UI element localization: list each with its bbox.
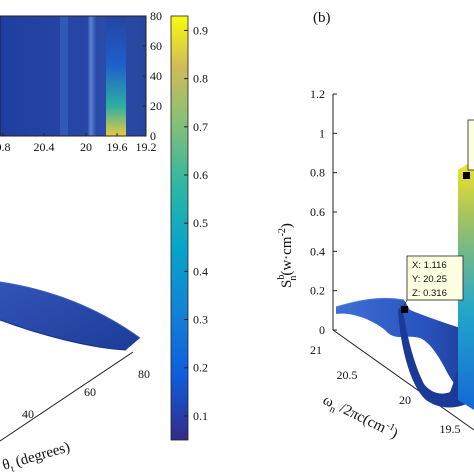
panel-b-y-tick-label: 20.5 bbox=[337, 368, 358, 382]
panel-b-z-tick-label: 1.2 bbox=[310, 87, 325, 101]
panel-a-xlabel-unit: (degrees) bbox=[10, 439, 72, 471]
datatip-1: X: 1.116 Y: 20.25 Z: 0.316 bbox=[401, 255, 464, 313]
heatmap-ridge bbox=[106, 16, 126, 136]
colorbar-tick-label: 0.9 bbox=[193, 23, 208, 37]
heatmap-x-tick-label: 20 bbox=[80, 140, 92, 154]
panel-b-z-tick-label: 0.6 bbox=[310, 205, 325, 219]
colorbar-gradient bbox=[170, 15, 189, 441]
panel-b-surface-ridge bbox=[335, 297, 405, 308]
panel-b-z-tick-label: 0.4 bbox=[310, 244, 325, 258]
heatmap-x-tick-label: 19.6 bbox=[107, 140, 128, 154]
panel-b-surface bbox=[335, 160, 474, 410]
panel-b-surface-dip bbox=[398, 305, 474, 408]
panel-b-zlabel-close: ) bbox=[279, 223, 295, 228]
panel-b-label: (b) bbox=[313, 10, 331, 26]
datatip-1-y: Y: 20.25 bbox=[412, 274, 447, 285]
panel-b-zlabel-unit: (w·cm bbox=[279, 236, 295, 275]
heatmap-x-tick-label: 20.4 bbox=[34, 140, 55, 154]
panel-a-xlabel: θt (degrees) bbox=[1, 439, 73, 474]
colorbar bbox=[170, 15, 189, 441]
inset-heatmap bbox=[0, 15, 147, 137]
datatip-1-leader bbox=[403, 299, 408, 307]
datatip-2 bbox=[463, 119, 474, 179]
panel-a-x-tick-label: 40 bbox=[22, 407, 34, 421]
datatip-1-z: Z: 0.316 bbox=[412, 288, 447, 299]
colorbar-tick-label: 0.8 bbox=[193, 72, 208, 86]
heatmap-y-tick-label: 0 bbox=[150, 129, 156, 143]
panel-b-datatips: X: 1.116 Y: 20.25 Z: 0.316 bbox=[401, 119, 474, 313]
colorbar-tick-label: 0.2 bbox=[193, 361, 208, 375]
heatmap-stripe bbox=[60, 16, 68, 136]
panel-a-x-ticks: 40 60 80 bbox=[22, 367, 150, 421]
panel-b-z-ticks: 0 0.2 0.4 0.6 0.8 1 1.2 bbox=[310, 87, 337, 337]
panel-b-z-tick-label: 0.8 bbox=[310, 166, 325, 180]
colorbar-tick-label: 0.4 bbox=[193, 264, 208, 278]
datatip-2-box bbox=[467, 119, 474, 171]
panel-b-y-ticks: 21 20.5 20 19.5 bbox=[310, 343, 461, 436]
panel-a-x-axis bbox=[0, 351, 134, 442]
panel-a-xlabel-theta: θ bbox=[1, 456, 12, 473]
panel-a-surface bbox=[0, 281, 141, 442]
panel-b-zlabel-sup: b bbox=[276, 275, 287, 280]
heatmap-x-tick-label: 19.2 bbox=[136, 140, 157, 154]
colorbar-tick-label: 0.1 bbox=[193, 409, 208, 423]
panel-b-z-tick-label: 0.2 bbox=[310, 284, 325, 298]
panel-a-surface-bottom bbox=[0, 319, 127, 351]
colorbar-tick-label: 0.3 bbox=[193, 313, 208, 327]
colorbar-tick-label: 0.6 bbox=[193, 168, 208, 182]
colorbar-ticks: 0.1 0.2 0.3 0.4 0.5 0.6 0.7 0.8 0.9 bbox=[184, 23, 208, 423]
heatmap-y-ticks: 0 20 40 60 80 bbox=[143, 9, 162, 143]
heatmap-y-tick-label: 20 bbox=[150, 99, 162, 113]
colorbar-tick-label: 0.5 bbox=[193, 216, 208, 230]
heatmap-y-tick-label: 40 bbox=[150, 69, 162, 83]
datatip-1-box bbox=[406, 255, 464, 301]
panel-a-xlabel-sub: t bbox=[10, 463, 16, 474]
heatmap-y-tick-label: 60 bbox=[150, 39, 162, 53]
panel-b-ylabel-unit: /2πc(cm bbox=[334, 399, 389, 437]
panel-b-ylabel-sub: n bbox=[328, 404, 337, 416]
panel-b-zlabel: Sbn(w·cm-2) bbox=[276, 223, 299, 288]
panel-b-y-tick-label: 19.5 bbox=[440, 422, 461, 436]
datatip-2-marker bbox=[463, 172, 470, 179]
panel-b-ylabel: ωn /2πc(cm-1) bbox=[319, 390, 401, 444]
heatmap-y-tick-label: 80 bbox=[150, 9, 162, 23]
heatmap-x-tick-label: 0.8 bbox=[0, 140, 11, 154]
panel-b-zlabel-s: S bbox=[279, 280, 295, 288]
panel-a-x-tick-label: 60 bbox=[84, 385, 96, 399]
panel-b-y-axis bbox=[332, 329, 474, 431]
panel-b-z-tick-label: 0 bbox=[319, 323, 325, 337]
panel-b-zlabel-sub: n bbox=[288, 276, 299, 281]
panel-b-surface-sheet bbox=[336, 298, 474, 400]
panel-b-peak bbox=[458, 160, 474, 410]
panel-b-ylabel-close: ) bbox=[389, 426, 401, 443]
panel-a-surface-edge bbox=[0, 281, 141, 339]
datatip-1-x: X: 1.116 bbox=[412, 260, 447, 271]
panel-b-y-tick-label: 20 bbox=[399, 393, 411, 407]
panel-b-zlabel-exp: -2 bbox=[277, 228, 288, 236]
heatmap-x-ticks: 0.8 20.4 20 19.6 19.2 bbox=[0, 133, 157, 154]
colorbar-tick-label: 0.7 bbox=[193, 120, 208, 134]
datatip-1-marker bbox=[401, 306, 408, 313]
panel-b-z-tick-label: 1 bbox=[319, 126, 325, 140]
panel-a-x-tick-label: 80 bbox=[138, 367, 150, 381]
panel-a-surface-sheet bbox=[0, 282, 140, 350]
panel-b-y-tick-label: 21 bbox=[310, 343, 322, 357]
